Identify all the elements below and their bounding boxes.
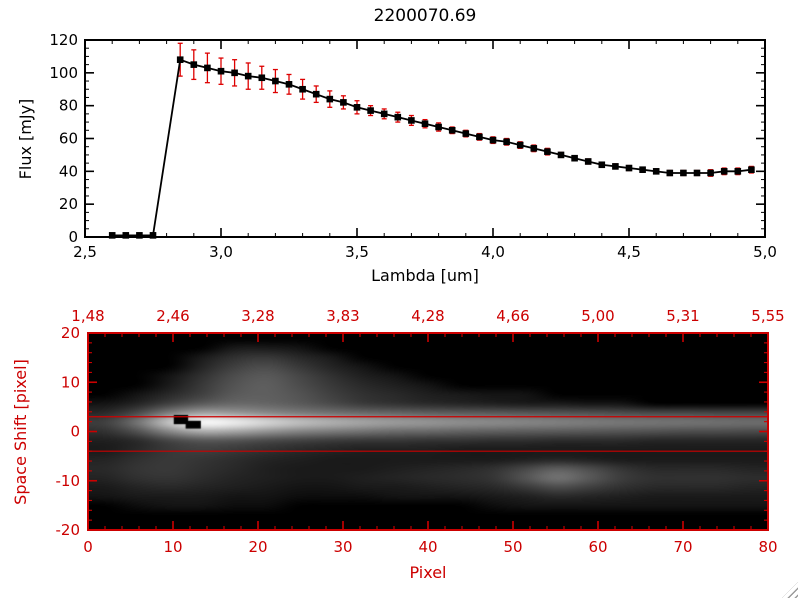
svg-text:5,0: 5,0 <box>753 243 777 261</box>
svg-text:3,5: 3,5 <box>345 243 369 261</box>
spectrum-plot: 2,5 3,0 3,5 4,0 4,5 5,0 0 20 40 60 80 100 120 <box>49 31 777 261</box>
plot-title: 2200070.69 <box>373 6 477 26</box>
svg-text:10: 10 <box>61 373 80 391</box>
svg-text:3,83: 3,83 <box>326 307 359 325</box>
svg-text:70: 70 <box>673 538 692 556</box>
svg-text:60: 60 <box>588 538 607 556</box>
svg-text:20: 20 <box>61 324 80 342</box>
svg-text:2,5: 2,5 <box>73 243 97 261</box>
svg-text:2,46: 2,46 <box>156 307 189 325</box>
svg-text:80: 80 <box>758 538 777 556</box>
svg-text:4,0: 4,0 <box>481 243 505 261</box>
space-shift-axis-label: Space Shift [pixel] <box>11 359 30 505</box>
svg-text:20: 20 <box>248 538 267 556</box>
svg-text:20: 20 <box>59 195 78 213</box>
svg-text:80: 80 <box>59 97 78 115</box>
svg-text:5,00: 5,00 <box>581 307 614 325</box>
svg-text:4,5: 4,5 <box>617 243 641 261</box>
svg-text:4,66: 4,66 <box>496 307 529 325</box>
svg-text:0: 0 <box>70 423 80 441</box>
svg-text:30: 30 <box>333 538 352 556</box>
svg-text:50: 50 <box>503 538 522 556</box>
svg-text:1,48: 1,48 <box>71 307 104 325</box>
pixel-axis-label: Pixel <box>409 563 447 582</box>
svg-text:120: 120 <box>49 31 78 49</box>
svg-text:5,55: 5,55 <box>751 307 784 325</box>
svg-text:-10: -10 <box>56 472 81 490</box>
svg-text:0: 0 <box>83 538 93 556</box>
spectral-image <box>89 334 767 529</box>
lambda-axis-label: Lambda [um] <box>371 266 479 285</box>
svg-text:40: 40 <box>418 538 437 556</box>
svg-text:4,28: 4,28 <box>411 307 444 325</box>
svg-text:3,28: 3,28 <box>241 307 274 325</box>
svg-text:100: 100 <box>49 64 78 82</box>
svg-text:0: 0 <box>68 228 78 246</box>
svg-text:5,31: 5,31 <box>666 307 699 325</box>
resize-grip[interactable] <box>782 582 798 598</box>
svg-text:10: 10 <box>163 538 182 556</box>
flux-axis-label: Flux [mJy] <box>16 98 35 180</box>
svg-text:-20: -20 <box>56 521 81 539</box>
svg-text:60: 60 <box>59 130 78 148</box>
svg-text:3,0: 3,0 <box>209 243 233 261</box>
svg-text:40: 40 <box>59 162 78 180</box>
